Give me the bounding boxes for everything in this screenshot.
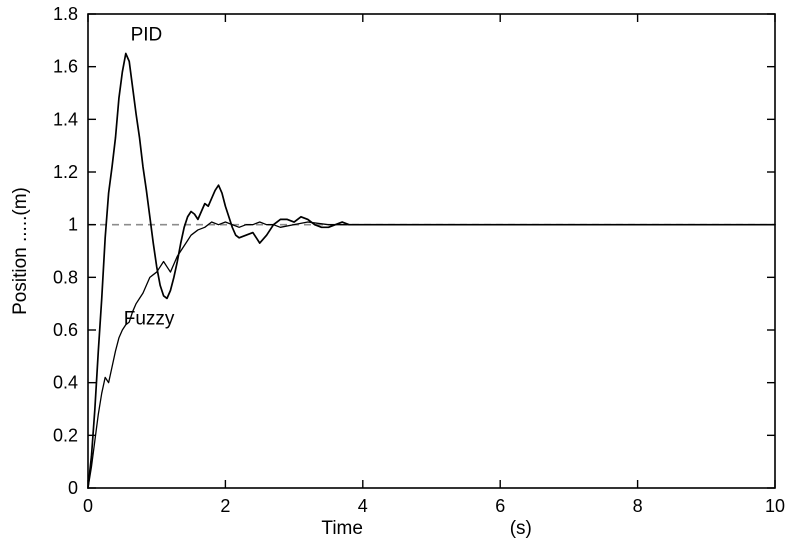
x-axis-unit-label: (s) [510, 518, 532, 539]
x-axis-label: Time [321, 518, 363, 539]
x-tick-label: 8 [633, 496, 643, 516]
y-tick-label: 0.2 [53, 425, 78, 445]
series-line-fuzzy [87, 221, 776, 489]
y-tick-label: 1.6 [53, 57, 78, 77]
x-tick-label: 10 [765, 496, 785, 516]
x-tick-label: 4 [358, 496, 368, 516]
x-tick-label: 0 [83, 496, 93, 516]
y-tick-label: 0.6 [53, 320, 78, 340]
x-tick-label: 2 [220, 496, 230, 516]
annotation-fuzzy: Fuzzy [124, 309, 175, 330]
y-tick-label: 1.2 [53, 162, 78, 182]
y-tick-label: 0.4 [53, 373, 78, 393]
y-tick-label: 0 [68, 478, 78, 498]
x-tick-label: 6 [495, 496, 505, 516]
series-line-pid [87, 52, 776, 489]
y-tick-label: 1 [68, 215, 78, 235]
y-tick-label: 1.4 [53, 109, 78, 129]
annotation-pid: PID [131, 24, 163, 45]
plot-box [87, 13, 776, 489]
y-tick-label: 0.8 [53, 267, 78, 287]
y-axis-label: Position .....(m) [10, 187, 31, 315]
y-tick-label: 1.8 [53, 4, 78, 24]
